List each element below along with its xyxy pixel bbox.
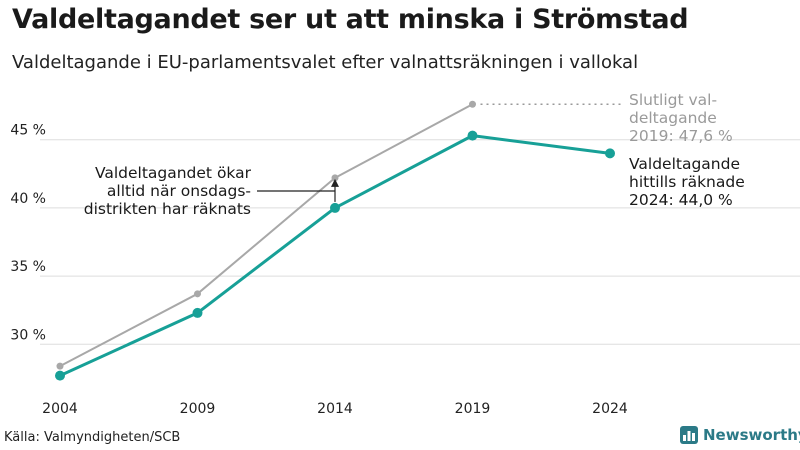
data-point (467, 130, 478, 141)
annotation-text: Valdeltagandet ökar (95, 164, 252, 182)
counted-turnout-label: 2024: 44,0 % (629, 191, 733, 209)
brand-name: Newsworthy (703, 426, 800, 444)
y-tick-label: 35 % (10, 259, 46, 275)
annotation-text: distrikten har räknats (84, 200, 251, 218)
counted-turnout-label: hittills räknade (629, 173, 745, 191)
x-tick-label: 2024 (592, 401, 628, 417)
final-turnout-label: deltagande (629, 109, 717, 127)
counted-turnout-label: Valdeltagande (629, 155, 740, 173)
brand-logo: Newsworthy (680, 426, 800, 444)
x-tick-label: 2014 (317, 401, 353, 417)
data-point (56, 362, 64, 370)
data-point (605, 148, 615, 159)
data-point (194, 290, 201, 298)
y-tick-label: 45 % (10, 123, 46, 139)
x-tick-label: 2004 (42, 401, 78, 417)
data-point (469, 100, 476, 108)
x-tick-label: 2019 (455, 401, 491, 417)
y-tick-label: 40 % (10, 191, 46, 207)
data-point (55, 370, 65, 381)
chart-subtitle: Valdeltagande i EU-parlamentsvalet efter… (12, 52, 639, 73)
final-turnout-label: Slutligt val- (629, 91, 717, 109)
y-tick-label: 30 % (10, 327, 46, 343)
series-line (59, 103, 473, 367)
bar-chart-icon (680, 426, 698, 444)
data-point (192, 307, 203, 318)
x-tick-label: 2009 (180, 401, 216, 417)
data-point (331, 174, 339, 182)
data-point (330, 202, 340, 213)
final-turnout-label: 2019: 47,6 % (629, 127, 733, 145)
annotation-text: alltid när onsdags- (107, 182, 251, 200)
chart-title: Valdeltagandet ser ut att minska i Ström… (12, 4, 689, 35)
annotation-arrowhead (331, 178, 339, 187)
source-note: Källa: Valmyndigheten/SCB (4, 430, 181, 445)
